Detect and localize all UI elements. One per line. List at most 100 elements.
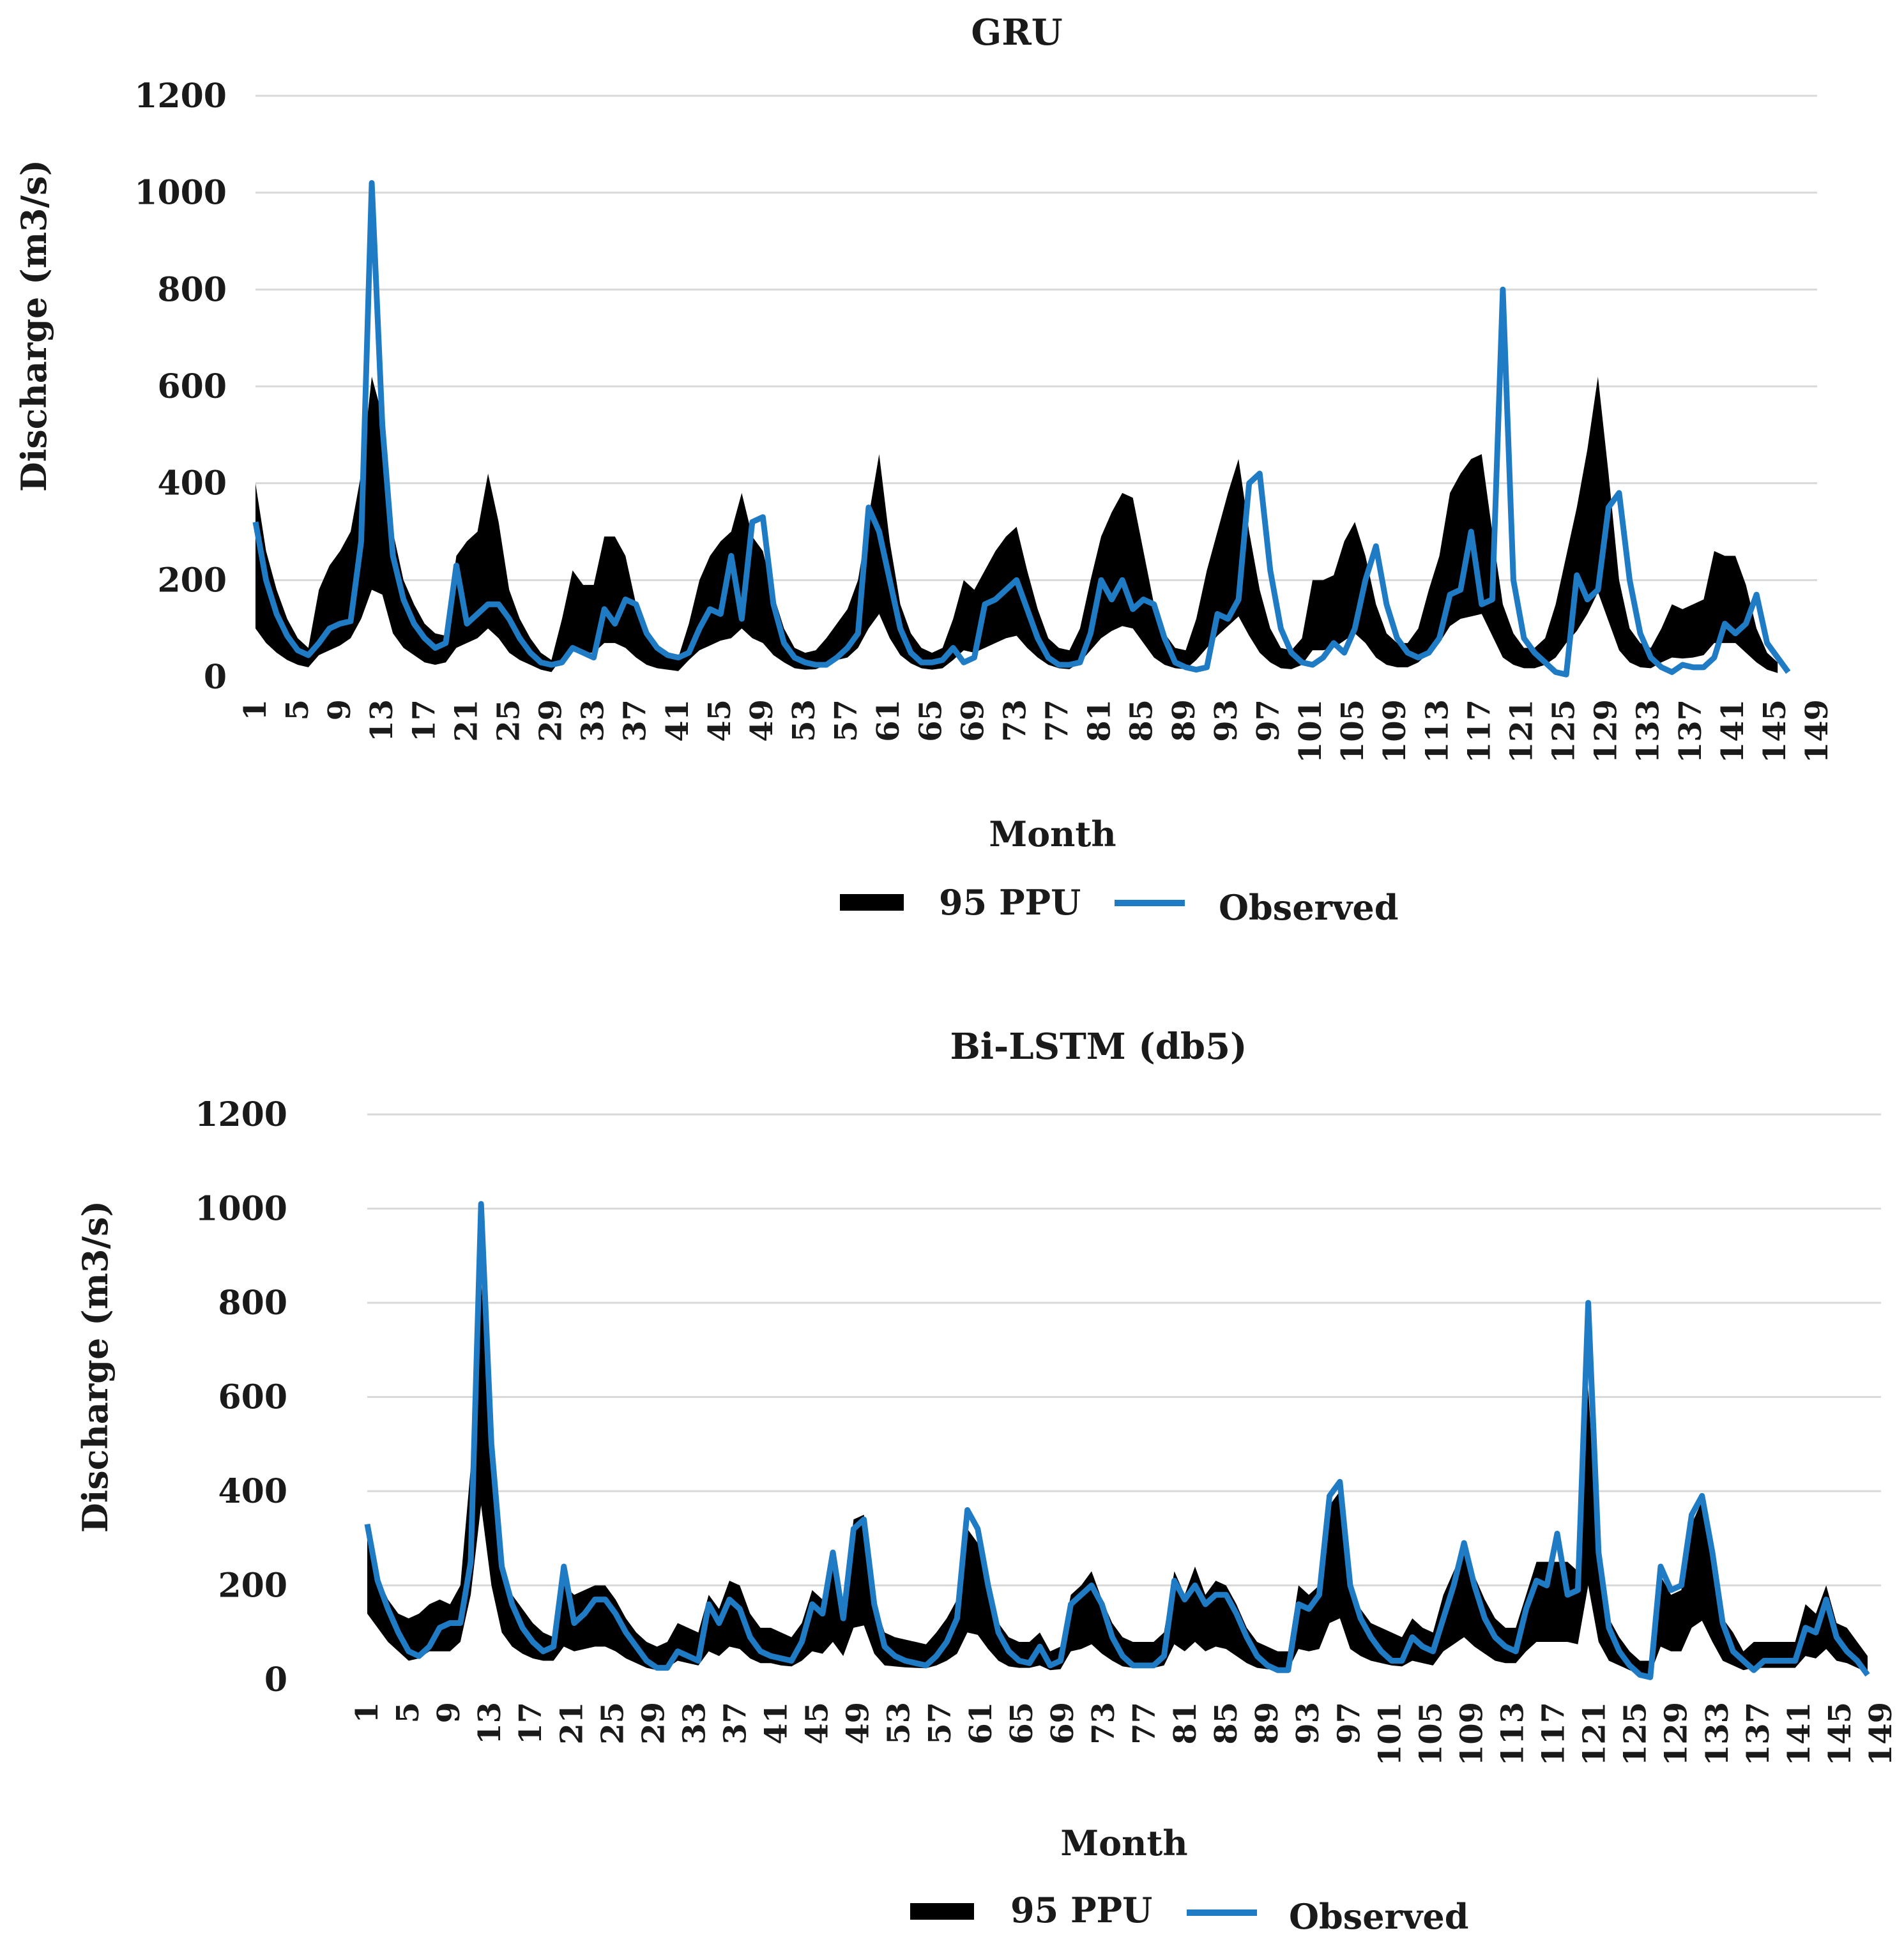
x-tick-label: 1: [349, 1702, 385, 1723]
y-tick-label: 1000: [195, 1190, 287, 1229]
x-tick-label: 141: [1715, 699, 1751, 763]
x-tick-label: 37: [618, 699, 653, 742]
x-tick-label: 25: [491, 699, 526, 742]
y-axis-label: Discharge (m3/s): [75, 1201, 116, 1533]
x-tick-label: 33: [676, 1702, 712, 1745]
x-tick-label: 109: [1454, 1702, 1489, 1766]
x-tick-label: 21: [448, 699, 484, 742]
x-tick-label: 29: [533, 699, 569, 742]
x-tick-label: 101: [1293, 699, 1329, 763]
legend-label-ppu: 95 PPU: [939, 882, 1081, 923]
x-tick-label: 37: [717, 1702, 753, 1745]
x-tick-label: 9: [431, 1702, 467, 1723]
x-tick-label: 129: [1588, 699, 1624, 763]
x-tick-labels: 1 5 9 13 17 21 25 29 33 37 41 45 49 53 57 61 65 69 73 77 81 8…: [349, 1702, 1899, 1766]
x-tick-label: 97: [1251, 699, 1286, 742]
y-axis-label: Discharge (m3/s): [13, 160, 54, 492]
y-tick-label: 0: [264, 1660, 287, 1699]
x-tick-label: 17: [406, 699, 442, 742]
x-tick-label: 69: [955, 699, 991, 742]
x-tick-label: 93: [1290, 1702, 1326, 1745]
gridlines: [255, 95, 1817, 581]
x-tick-label: 121: [1504, 699, 1539, 763]
x-tick-label: 85: [1124, 699, 1160, 742]
y-tick-label: 400: [218, 1472, 287, 1511]
legend: 95 PPU Observed: [840, 882, 1399, 928]
y-tick-labels: 0 200 400 600 800 1000 1200: [195, 1095, 287, 1699]
y-tick-label: 1200: [195, 1095, 287, 1134]
x-tick-label: 13: [364, 699, 400, 742]
x-tick-label: 141: [1781, 1702, 1817, 1766]
x-tick-label: 41: [759, 1702, 795, 1745]
x-tick-label: 1: [238, 699, 273, 720]
x-tick-label: 25: [595, 1702, 630, 1745]
x-tick-label: 137: [1673, 699, 1709, 763]
x-tick-label: 53: [881, 1702, 917, 1745]
x-tick-label: 145: [1822, 1702, 1858, 1766]
x-tick-labels: 1 5 9 13 17 21 25 29 33 37 41 45 49 53 57 61 65 69 73 77 81 8…: [238, 699, 1835, 763]
x-tick-label: 61: [963, 1702, 999, 1745]
x-tick-label: 137: [1740, 1702, 1776, 1766]
legend-label-observed: Observed: [1289, 1896, 1469, 1937]
x-tick-label: 45: [800, 1702, 835, 1745]
y-tick-label: 800: [157, 270, 227, 309]
x-tick-label: 81: [1082, 699, 1118, 742]
x-tick-label: 5: [390, 1702, 426, 1723]
x-tick-label: 101: [1372, 1702, 1408, 1766]
gridlines: [367, 1113, 1881, 1586]
chart-title: Bi-LSTM (db5): [950, 1026, 1247, 1068]
x-tick-label: 125: [1618, 1702, 1654, 1766]
x-axis-label: Month: [989, 814, 1116, 854]
ppu-band-area: [367, 1279, 1868, 1674]
x-tick-label: 133: [1700, 1702, 1735, 1766]
x-tick-label: 129: [1659, 1702, 1695, 1766]
y-tick-label: 200: [157, 561, 227, 600]
y-tick-labels: 0 200 400 600 800 1000 1200: [134, 77, 227, 697]
x-tick-label: 9: [322, 699, 358, 720]
observed-series: [252, 180, 1791, 678]
x-tick-label: 113: [1495, 1702, 1531, 1766]
observed-series: [364, 1201, 1870, 1680]
x-tick-label: 69: [1045, 1702, 1081, 1745]
y-tick-label: 800: [218, 1284, 287, 1323]
x-tick-label: 121: [1577, 1702, 1613, 1766]
x-tick-label: 89: [1249, 1702, 1285, 1745]
x-tick-label: 93: [1208, 699, 1244, 742]
x-tick-label: 81: [1168, 1702, 1203, 1745]
x-tick-label: 57: [828, 699, 864, 742]
x-tick-label: 149: [1863, 1702, 1899, 1766]
x-tick-label: 105: [1335, 699, 1371, 763]
y-tick-label: 200: [218, 1567, 287, 1606]
y-tick-label: 1200: [134, 77, 227, 116]
x-tick-label: 33: [575, 699, 611, 742]
x-tick-label: 13: [472, 1702, 508, 1745]
x-tick-label: 97: [1331, 1702, 1367, 1745]
x-tick-label: 17: [513, 1702, 549, 1745]
x-tick-label: 61: [871, 699, 906, 742]
ppu-band: [255, 376, 1778, 673]
x-tick-label: 45: [702, 699, 738, 742]
ppu-band-area: [255, 376, 1778, 673]
legend-swatch-ppu: [840, 894, 904, 911]
legend: 95 PPU Observed: [910, 1890, 1469, 1937]
x-tick-label: 145: [1757, 699, 1793, 763]
x-tick-label: 73: [1086, 1702, 1122, 1745]
x-tick-label: 49: [744, 699, 780, 742]
legend-swatch-ppu: [910, 1903, 974, 1920]
legend-label-ppu: 95 PPU: [1010, 1890, 1152, 1931]
x-tick-label: 5: [280, 699, 316, 720]
observed-line: [364, 1201, 1870, 1680]
y-tick-label: 400: [157, 464, 227, 503]
x-tick-label: 53: [786, 699, 822, 742]
x-tick-label: 109: [1377, 699, 1413, 763]
y-tick-label: 1000: [134, 174, 227, 213]
x-tick-label: 41: [660, 699, 696, 742]
y-tick-label: 600: [218, 1378, 287, 1417]
observed-line: [252, 180, 1791, 678]
x-tick-label: 105: [1413, 1702, 1449, 1766]
x-tick-label: 29: [636, 1702, 671, 1745]
x-tick-label: 65: [1004, 1702, 1040, 1745]
x-tick-label: 21: [554, 1702, 590, 1745]
